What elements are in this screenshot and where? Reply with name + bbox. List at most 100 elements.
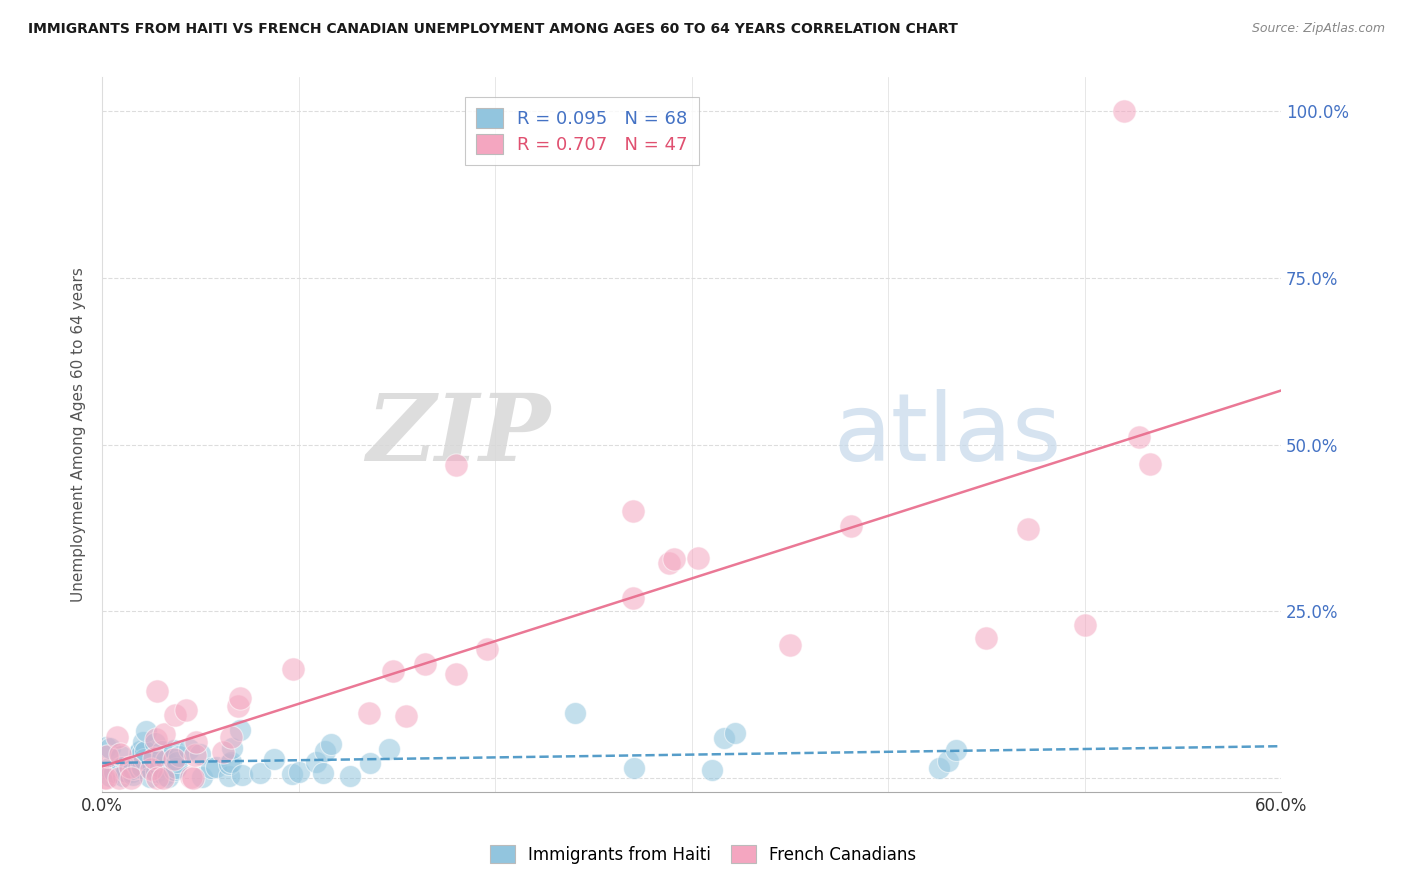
Point <box>112 769 135 783</box>
Point <box>134 744 156 758</box>
Point <box>713 731 735 746</box>
Point <box>621 504 644 518</box>
Point <box>186 735 208 749</box>
Point <box>150 744 173 758</box>
Point <box>662 552 685 566</box>
Point <box>174 704 197 718</box>
Point <box>184 748 207 763</box>
Point <box>413 657 436 671</box>
Point <box>163 743 186 757</box>
Point <box>378 742 401 756</box>
Point <box>249 765 271 780</box>
Point <box>98 769 121 783</box>
Point <box>319 737 342 751</box>
Point <box>98 761 121 775</box>
Point <box>145 732 167 747</box>
Point <box>145 765 167 780</box>
Point <box>839 519 862 533</box>
Point <box>339 769 361 783</box>
Point <box>229 691 252 706</box>
Point <box>131 761 153 775</box>
Point <box>1017 522 1039 536</box>
Point <box>131 746 153 760</box>
Point <box>128 746 150 760</box>
Point <box>121 765 143 780</box>
Point <box>314 744 336 758</box>
Point <box>115 764 138 779</box>
Point <box>146 683 169 698</box>
Point <box>122 762 145 776</box>
Point <box>281 767 304 781</box>
Point <box>181 772 204 786</box>
Point <box>96 748 118 763</box>
Point <box>205 760 228 774</box>
Point <box>153 727 176 741</box>
Point <box>564 706 586 720</box>
Point <box>135 724 157 739</box>
Point <box>218 757 240 772</box>
Point <box>145 736 167 750</box>
Text: ZIP: ZIP <box>366 390 550 480</box>
Point <box>444 666 467 681</box>
Y-axis label: Unemployment Among Ages 60 to 64 years: Unemployment Among Ages 60 to 64 years <box>72 267 86 602</box>
Point <box>111 760 134 774</box>
Point <box>621 591 644 606</box>
Point <box>936 755 959 769</box>
Point <box>219 755 242 769</box>
Point <box>165 707 187 722</box>
Point <box>444 458 467 472</box>
Point <box>779 638 801 652</box>
Point <box>143 751 166 765</box>
Point <box>218 769 240 783</box>
Point <box>1073 617 1095 632</box>
Point <box>281 661 304 675</box>
Point <box>166 756 188 770</box>
Point <box>231 768 253 782</box>
Point <box>152 772 174 786</box>
Legend: Immigrants from Haiti, French Canadians: Immigrants from Haiti, French Canadians <box>484 838 922 871</box>
Point <box>131 734 153 748</box>
Point <box>1112 103 1135 118</box>
Point <box>190 771 212 785</box>
Point <box>381 664 404 678</box>
Point <box>108 772 131 786</box>
Point <box>180 770 202 784</box>
Point <box>188 747 211 761</box>
Point <box>149 760 172 774</box>
Point <box>156 770 179 784</box>
Point <box>121 772 143 786</box>
Point <box>702 763 724 777</box>
Legend: R = 0.095   N = 68, R = 0.707   N = 47: R = 0.095 N = 68, R = 0.707 N = 47 <box>465 97 699 165</box>
Point <box>229 723 252 737</box>
Point <box>974 631 997 645</box>
Point <box>127 761 149 775</box>
Point <box>395 709 418 723</box>
Point <box>263 752 285 766</box>
Point <box>103 765 125 780</box>
Point <box>475 642 498 657</box>
Point <box>155 753 177 767</box>
Point <box>145 772 167 786</box>
Point <box>94 739 117 754</box>
Point <box>658 556 681 570</box>
Point <box>134 752 156 766</box>
Point <box>118 760 141 774</box>
Point <box>1139 458 1161 472</box>
Point <box>153 768 176 782</box>
Point <box>226 698 249 713</box>
Point <box>129 758 152 772</box>
Point <box>305 756 328 770</box>
Point <box>724 726 747 740</box>
Text: atlas: atlas <box>832 389 1062 481</box>
Point <box>98 740 121 755</box>
Point <box>93 772 115 786</box>
Point <box>110 748 132 763</box>
Text: Source: ZipAtlas.com: Source: ZipAtlas.com <box>1251 22 1385 36</box>
Point <box>139 770 162 784</box>
Point <box>105 731 128 745</box>
Point <box>359 706 381 721</box>
Point <box>163 764 186 778</box>
Text: IMMIGRANTS FROM HAITI VS FRENCH CANADIAN UNEMPLOYMENT AMONG AGES 60 TO 64 YEARS : IMMIGRANTS FROM HAITI VS FRENCH CANADIAN… <box>28 22 957 37</box>
Point <box>287 765 309 780</box>
Point <box>108 747 131 761</box>
